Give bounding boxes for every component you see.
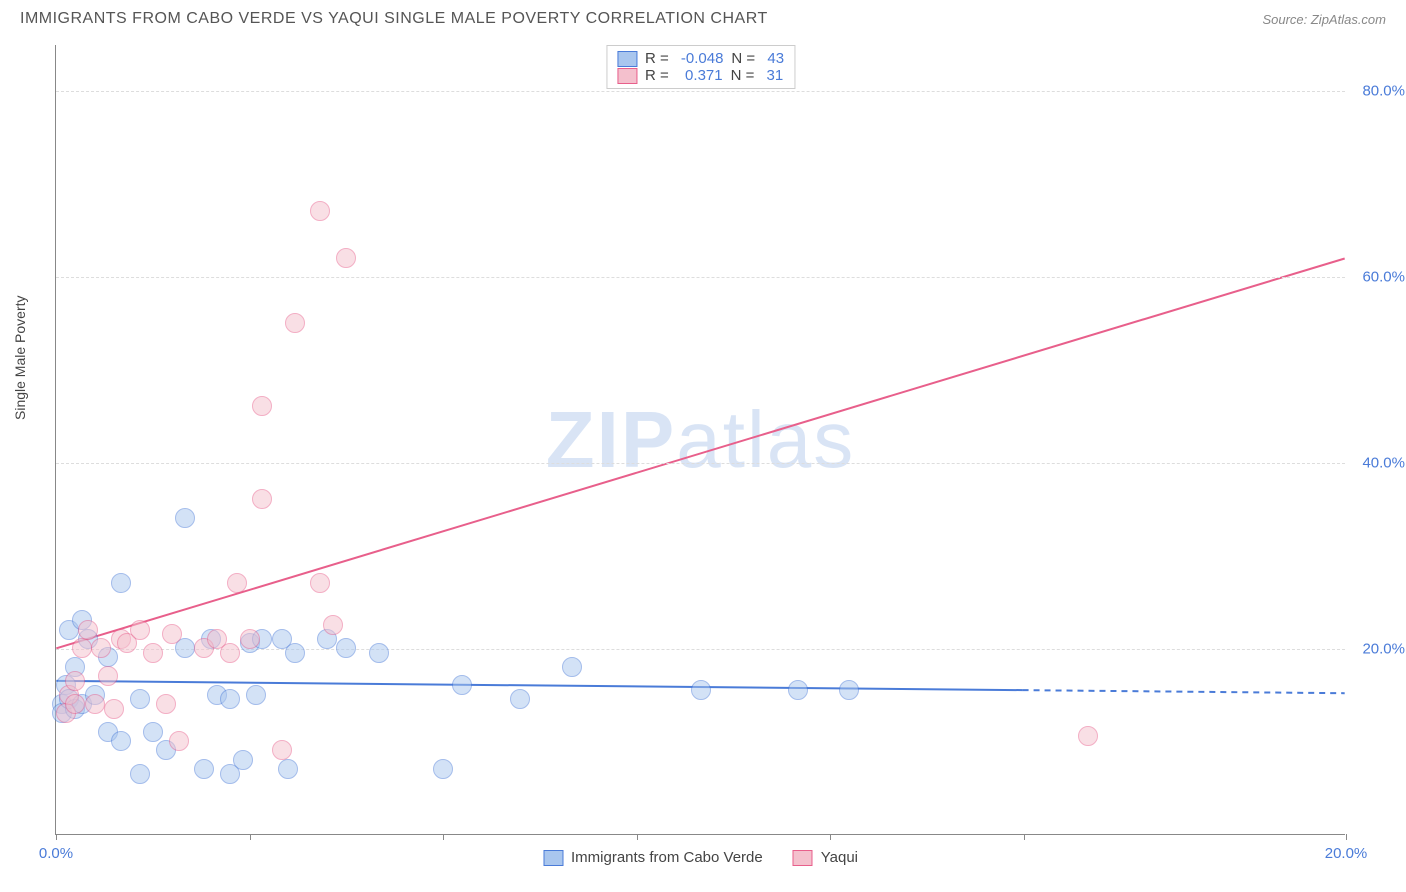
data-point <box>285 313 305 333</box>
data-point <box>285 643 305 663</box>
bottom-legend-label-0: Immigrants from Cabo Verde <box>571 849 763 866</box>
source-label: Source: <box>1262 12 1310 27</box>
xtick <box>637 834 638 840</box>
data-point <box>162 624 182 644</box>
gridline-h <box>56 463 1345 464</box>
data-point <box>1078 726 1098 746</box>
legend-row-series-0: R = -0.048 N = 43 <box>617 50 784 67</box>
data-point <box>91 638 111 658</box>
xtick <box>56 834 57 840</box>
xtick <box>830 834 831 840</box>
gridline-h <box>56 277 1345 278</box>
data-point <box>169 731 189 751</box>
data-point <box>246 685 266 705</box>
legend-row-series-1: R = 0.371 N = 31 <box>617 67 784 84</box>
data-point <box>433 759 453 779</box>
bottom-legend: Immigrants from Cabo Verde Yaqui <box>543 849 858 866</box>
trend-lines <box>56 45 1345 834</box>
chart-title: IMMIGRANTS FROM CABO VERDE VS YAQUI SING… <box>20 10 768 28</box>
xtick <box>250 834 251 840</box>
ytick-label: 20.0% <box>1362 641 1405 658</box>
data-point <box>130 689 150 709</box>
data-point <box>98 666 118 686</box>
data-point <box>85 694 105 714</box>
chart-header: IMMIGRANTS FROM CABO VERDE VS YAQUI SING… <box>0 0 1406 33</box>
data-point <box>788 680 808 700</box>
data-point <box>65 671 85 691</box>
legend-n-value-0: 43 <box>763 50 784 67</box>
legend-r-value-0: -0.048 <box>677 50 724 67</box>
xtick-label: 0.0% <box>39 845 73 862</box>
chart-container: ZIPatlas R = -0.048 N = 43 R = 0.371 N =… <box>55 45 1345 835</box>
plot-area: ZIPatlas R = -0.048 N = 43 R = 0.371 N =… <box>55 45 1345 835</box>
xtick <box>1346 834 1347 840</box>
xtick-label: 20.0% <box>1325 845 1368 862</box>
data-point <box>240 629 260 649</box>
data-point <box>310 573 330 593</box>
data-point <box>562 657 582 677</box>
data-point <box>839 680 859 700</box>
legend-r-label-1: R = <box>645 67 669 84</box>
bottom-legend-item-0: Immigrants from Cabo Verde <box>543 849 763 866</box>
data-point <box>452 675 472 695</box>
data-point <box>233 750 253 770</box>
legend-swatch-0 <box>617 51 637 67</box>
source-value: ZipAtlas.com <box>1311 12 1386 27</box>
xtick <box>443 834 444 840</box>
data-point <box>220 689 240 709</box>
legend-n-value-1: 31 <box>762 67 783 84</box>
data-point <box>78 620 98 640</box>
bottom-legend-swatch-1 <box>793 850 813 866</box>
data-point <box>252 396 272 416</box>
data-point <box>510 689 530 709</box>
data-point <box>175 508 195 528</box>
data-point <box>323 615 343 635</box>
data-point <box>336 248 356 268</box>
data-point <box>336 638 356 658</box>
correlation-legend: R = -0.048 N = 43 R = 0.371 N = 31 <box>606 45 795 89</box>
data-point <box>130 764 150 784</box>
data-point <box>691 680 711 700</box>
ytick-label: 40.0% <box>1362 455 1405 472</box>
data-point <box>143 722 163 742</box>
data-point <box>220 643 240 663</box>
data-point <box>369 643 389 663</box>
data-point <box>65 694 85 714</box>
data-point <box>310 201 330 221</box>
legend-swatch-1 <box>617 68 637 84</box>
legend-n-label-1: N = <box>731 67 755 84</box>
data-point <box>278 759 298 779</box>
data-point <box>194 759 214 779</box>
data-point <box>111 731 131 751</box>
source-attribution: Source: ZipAtlas.com <box>1262 12 1386 27</box>
ytick-label: 80.0% <box>1362 83 1405 100</box>
y-axis-label: Single Male Poverty <box>12 295 28 420</box>
data-point <box>156 694 176 714</box>
bottom-legend-swatch-0 <box>543 850 563 866</box>
data-point <box>272 740 292 760</box>
data-point <box>111 573 131 593</box>
xtick <box>1024 834 1025 840</box>
ytick-label: 60.0% <box>1362 269 1405 286</box>
legend-n-label-0: N = <box>731 50 755 67</box>
gridline-h <box>56 91 1345 92</box>
data-point <box>252 489 272 509</box>
legend-r-value-1: 0.371 <box>677 67 723 84</box>
bottom-legend-label-1: Yaqui <box>821 849 858 866</box>
data-point <box>72 638 92 658</box>
data-point <box>104 699 124 719</box>
data-point <box>143 643 163 663</box>
legend-r-label-0: R = <box>645 50 669 67</box>
data-point <box>130 620 150 640</box>
data-point <box>227 573 247 593</box>
bottom-legend-item-1: Yaqui <box>793 849 858 866</box>
